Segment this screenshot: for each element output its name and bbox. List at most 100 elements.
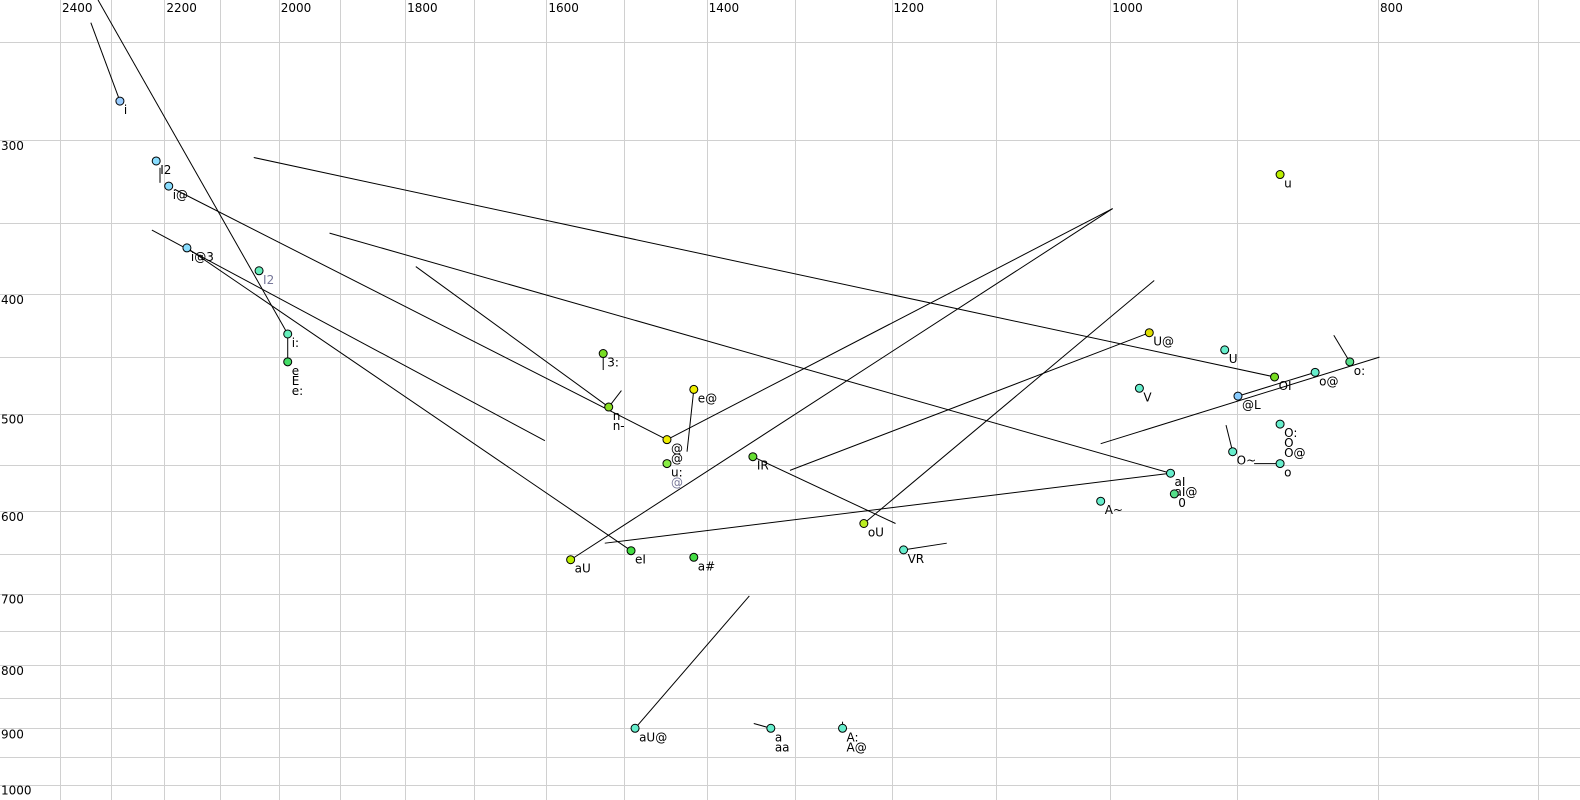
point-label: u bbox=[1284, 177, 1292, 191]
point-label: O bbox=[1284, 436, 1293, 450]
trajectory-line bbox=[174, 188, 668, 441]
trajectory-line bbox=[570, 208, 1113, 561]
vowel-point: U@ bbox=[1144, 328, 1174, 349]
point-marker bbox=[1233, 391, 1243, 401]
point-label: a# bbox=[698, 559, 715, 573]
vowel-point: OI bbox=[1270, 372, 1292, 393]
trajectory-line bbox=[151, 229, 546, 442]
trajectory-line bbox=[666, 208, 1113, 441]
point-label: @ bbox=[671, 442, 683, 456]
point-marker bbox=[662, 459, 672, 469]
point-label: e: bbox=[292, 384, 303, 398]
point-marker bbox=[1144, 328, 1154, 338]
trajectory-line bbox=[634, 595, 750, 729]
point-label: O@ bbox=[1284, 446, 1305, 460]
point-marker bbox=[1275, 419, 1285, 429]
x-tick-label: 1200 bbox=[894, 1, 925, 15]
point-label-muted: I2 bbox=[263, 273, 274, 287]
point-label: 3: bbox=[607, 356, 619, 370]
point-marker bbox=[164, 181, 174, 191]
x-tick-label: 2400 bbox=[62, 1, 93, 15]
x-tick-label: 2200 bbox=[166, 1, 197, 15]
point-marker bbox=[662, 435, 672, 445]
point-marker bbox=[598, 349, 608, 359]
vowel-point: u:@ bbox=[662, 459, 683, 490]
trajectory-line bbox=[1333, 334, 1351, 363]
vowel-point: V bbox=[1134, 383, 1152, 404]
vowel-point: aU@ bbox=[630, 723, 667, 744]
point-marker bbox=[838, 723, 848, 733]
vowel-point: o@ bbox=[1310, 367, 1338, 388]
y-tick-label: 500 bbox=[1, 413, 24, 427]
trajectories bbox=[90, 0, 1380, 729]
point-label: i bbox=[124, 103, 127, 117]
point-label: i@ bbox=[173, 188, 188, 202]
trajectory-line bbox=[863, 280, 1155, 524]
vowel-point: A:A@ bbox=[838, 723, 867, 754]
point-label: n- bbox=[613, 419, 625, 433]
vowel-point: O:OO@ bbox=[1275, 419, 1306, 460]
point-label: OI bbox=[1279, 379, 1292, 393]
tick-labels: 2400 2200 2000 1800 1600 1400 1200 1000 800 300 40… bbox=[1, 1, 1403, 798]
vowel-point: oU bbox=[859, 518, 884, 539]
point-label: eI bbox=[635, 553, 646, 567]
y-tick-label: 600 bbox=[1, 510, 24, 524]
vowel-point: i: bbox=[283, 329, 299, 350]
point-label: A@ bbox=[847, 740, 867, 754]
vowel-point: IR bbox=[748, 452, 769, 473]
point-label: U@ bbox=[1153, 335, 1174, 349]
vowel-point: nn- bbox=[604, 402, 625, 433]
point-marker bbox=[626, 546, 636, 556]
trajectory-line bbox=[415, 266, 610, 408]
vowel-point: aaa bbox=[766, 723, 790, 754]
vowel-point: 3: bbox=[598, 349, 619, 370]
point-label: O~ bbox=[1237, 454, 1257, 468]
point-label: e bbox=[292, 364, 299, 378]
trajectory-line bbox=[1237, 371, 1316, 397]
point-label: A: bbox=[847, 730, 859, 744]
point-label: o@ bbox=[1319, 374, 1338, 388]
point-marker bbox=[1275, 459, 1285, 469]
point-label: A~ bbox=[1105, 503, 1123, 517]
point-label: U bbox=[1229, 352, 1238, 366]
point-label: aI@ bbox=[1175, 485, 1198, 499]
point-label: E bbox=[292, 374, 300, 388]
vowel-point: i bbox=[115, 96, 127, 117]
point-marker bbox=[1166, 468, 1176, 478]
vowel-point: o: bbox=[1345, 357, 1365, 378]
point-label: i@3 bbox=[191, 250, 214, 264]
vowel-point: VR bbox=[899, 545, 924, 566]
vowel-point: a# bbox=[689, 552, 715, 573]
point-marker bbox=[283, 357, 293, 367]
y-tick-label: 700 bbox=[1, 593, 24, 607]
trajectory-line bbox=[903, 542, 947, 551]
point-marker bbox=[1169, 489, 1179, 499]
point-marker bbox=[1270, 372, 1280, 382]
vowel-point: 0 bbox=[1169, 489, 1186, 510]
point-label: u: bbox=[671, 466, 683, 480]
trajectory-line bbox=[1225, 425, 1234, 452]
point-marker bbox=[254, 266, 264, 276]
point-label: IR bbox=[757, 459, 769, 473]
point-marker bbox=[1096, 496, 1106, 506]
point-marker bbox=[748, 452, 758, 462]
point-label: I2 bbox=[160, 163, 171, 177]
point-marker bbox=[1228, 447, 1238, 457]
point-label: aa bbox=[775, 740, 790, 754]
point-marker bbox=[1275, 170, 1285, 180]
point-marker bbox=[859, 518, 869, 528]
point-label: V bbox=[1143, 390, 1152, 404]
x-tick-label: 1000 bbox=[1112, 1, 1143, 15]
trajectory-line bbox=[1100, 356, 1380, 445]
vowel-point: U bbox=[1220, 345, 1238, 366]
x-tick-label: 1400 bbox=[709, 1, 740, 15]
y-tick-label: 400 bbox=[1, 293, 24, 307]
trajectory-line bbox=[752, 456, 896, 524]
trajectory-line bbox=[90, 22, 121, 102]
point-label: oU bbox=[868, 525, 884, 539]
trajectory-line bbox=[789, 332, 1150, 471]
vowel-point: eEe: bbox=[283, 357, 303, 398]
